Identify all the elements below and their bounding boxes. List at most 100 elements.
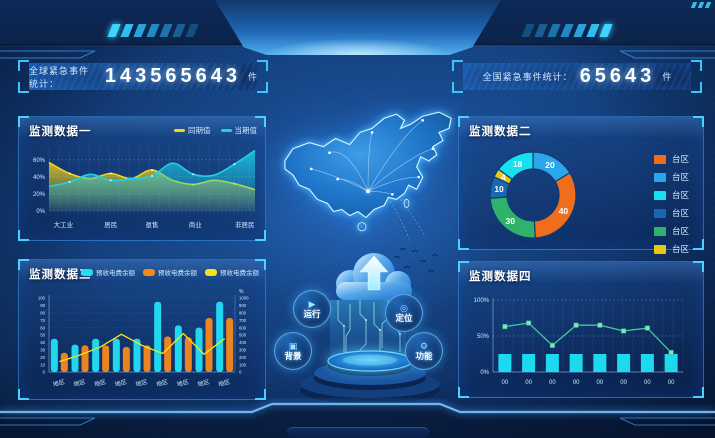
svg-text:00: 00 (620, 380, 627, 386)
svg-text:400: 400 (239, 340, 247, 345)
legend-swatch (205, 268, 217, 276)
svg-text:800: 800 (239, 311, 247, 316)
play-icon: ▶ (308, 299, 316, 309)
legend-swatch (653, 190, 666, 200)
legend-label: 预收电费余额 (158, 270, 197, 277)
svg-text:地区: 地区 (197, 378, 211, 389)
header-center-glow (215, 0, 501, 55)
svg-text:00: 00 (644, 380, 651, 386)
bottom-line-decoration-left (0, 417, 96, 426)
svg-text:00: 00 (502, 380, 509, 386)
legend-swatch (220, 129, 232, 132)
panel-title: 监测数据一 (29, 126, 92, 138)
legend-label: 当期值 (234, 126, 258, 135)
legend-item[interactable]: 台区 (653, 225, 689, 237)
china-map-outline (284, 111, 452, 219)
panel-monitor-data-1: 监测数据一 同期值 当期值 0% 20% 40% 60% 大工业 居民 趸售 商业 非居民 (18, 116, 266, 241)
counter-value: 143565643 (104, 65, 241, 87)
legend-item[interactable]: 预收电费余额 (205, 267, 259, 277)
legend-item[interactable]: 台区 (653, 171, 689, 183)
svg-text:1000: 1000 (239, 296, 249, 301)
cloud-upload-icon (336, 253, 412, 300)
svg-text:90: 90 (40, 303, 45, 308)
panel-monitor-data-3: 监测数据三 预收电费余额 预收电费余额 预收电费余额 0 0 10 100 20 200 3… (18, 259, 266, 400)
platform-base (300, 350, 440, 404)
line-bar-chart: 0% 50% 100% 00 00 00 00 00 00 00 00 (474, 298, 684, 386)
legend-label: 台区 (671, 208, 689, 218)
counter-unit: 件 (247, 72, 257, 82)
function-button[interactable]: ⚙ 功能 (405, 332, 443, 370)
svg-text:20: 20 (40, 355, 45, 360)
panel-title: 监测数据四 (469, 271, 532, 283)
locate-button[interactable]: ◎ 定位 (385, 294, 423, 332)
svg-text:0%: 0% (36, 209, 45, 215)
function-button-label: 功能 (415, 351, 433, 361)
svg-text:10: 10 (494, 184, 504, 194)
legend-label: 台区 (671, 226, 689, 236)
map-city-dots (309, 118, 435, 196)
svg-text:00: 00 (525, 380, 532, 386)
svg-text:40: 40 (40, 340, 45, 345)
svg-text:30: 30 (40, 348, 45, 353)
svg-text:50: 50 (40, 333, 45, 338)
svg-text:地区: 地区 (114, 378, 128, 389)
up-arrow-icon (359, 255, 389, 291)
legend-item[interactable]: 预收电费余额 (81, 267, 135, 277)
svg-text:20%: 20% (33, 192, 46, 198)
bar-line-chart: 0 0 10 100 20 200 30 300 40 400 50 500 60 600 70 700 80 8… (38, 289, 249, 389)
panel-monitor-data-2: 监测数据二 20 40 30 10 4 18 台区 台区 台区 台区 台区 台区 (458, 116, 704, 254)
legend-item[interactable]: 台区 (653, 207, 689, 219)
legend-swatch (653, 208, 666, 218)
svg-text:100: 100 (239, 362, 247, 367)
background-button-label: 背景 (284, 351, 302, 361)
svg-text:100%: 100% (474, 298, 490, 304)
svg-text:大工业: 大工业 (54, 220, 74, 229)
svg-text:18: 18 (513, 159, 523, 169)
header-slash-decoration-left (107, 24, 199, 37)
legend-swatch (653, 244, 666, 254)
run-button-label: 运行 (303, 309, 321, 319)
panel-title: 监测数据二 (469, 126, 532, 138)
legend-swatch (174, 129, 185, 132)
legend-item[interactable]: 台区 (653, 243, 689, 255)
svg-text:0: 0 (43, 370, 46, 375)
legend-swatch (653, 154, 666, 164)
locate-button-label: 定位 (395, 313, 413, 323)
svg-text:地区: 地区 (73, 378, 87, 389)
run-button[interactable]: ▶ 运行 (293, 290, 331, 328)
hainan-island (357, 222, 367, 232)
legend-item[interactable]: 同期值 (174, 125, 211, 136)
background-button[interactable]: ▣ 背景 (274, 332, 312, 370)
legend-item[interactable]: 预收电费余额 (143, 267, 197, 277)
legend-item[interactable]: 当期值 (220, 125, 258, 136)
map-connection-arcs (311, 120, 433, 243)
svg-text:趸售: 趸售 (146, 220, 159, 229)
svg-text:地区: 地区 (52, 378, 66, 389)
svg-text:00: 00 (597, 380, 604, 386)
svg-text:%: % (239, 289, 244, 295)
svg-text:地区: 地区 (155, 378, 169, 389)
legend-label: 台区 (671, 190, 689, 200)
svg-text:100: 100 (38, 296, 46, 301)
svg-text:地区: 地区 (176, 378, 190, 389)
legend-item[interactable]: 台区 (653, 189, 689, 201)
header-corner-marks (690, 2, 712, 8)
legend-swatch (143, 268, 155, 276)
svg-text:500: 500 (239, 333, 247, 338)
legend-label: 预收电费余额 (96, 270, 135, 277)
svg-text:00: 00 (549, 380, 556, 386)
legend-swatch (81, 268, 93, 276)
svg-text:地区: 地区 (135, 378, 149, 389)
legend-label: 预收电费余额 (220, 270, 259, 277)
background-icon: ▣ (288, 341, 298, 351)
panel-monitor-data-4: 监测数据四 0% 50% 100% 00 00 00 00 00 00 00 00 (458, 261, 704, 398)
svg-text:0: 0 (239, 370, 242, 375)
svg-text:10: 10 (40, 362, 45, 367)
svg-text:200: 200 (239, 355, 247, 360)
bottom-line-decoration-right (619, 417, 715, 426)
legend-item[interactable]: 台区 (653, 153, 689, 165)
svg-text:商业: 商业 (189, 220, 203, 229)
svg-text:300: 300 (239, 348, 247, 353)
svg-text:60: 60 (40, 325, 45, 330)
